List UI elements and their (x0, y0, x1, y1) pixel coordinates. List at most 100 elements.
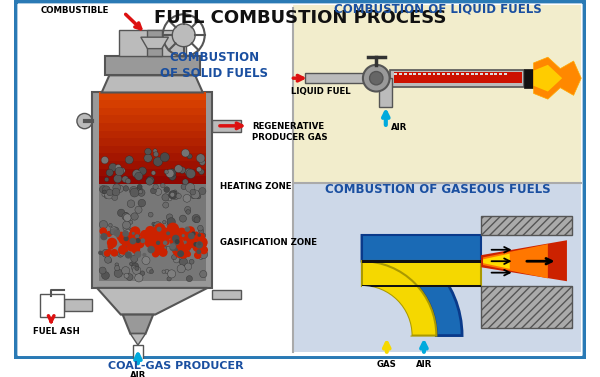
Circle shape (148, 212, 153, 217)
Circle shape (134, 172, 143, 180)
Circle shape (137, 184, 142, 189)
Bar (470, 74, 473, 75)
Circle shape (149, 270, 154, 273)
Circle shape (185, 206, 191, 213)
Circle shape (197, 233, 205, 240)
Text: COMBUSTIBLE: COMBUSTIBLE (41, 6, 109, 15)
Circle shape (130, 226, 140, 237)
Circle shape (130, 188, 139, 197)
Circle shape (122, 176, 128, 182)
Circle shape (169, 173, 176, 180)
Circle shape (115, 263, 119, 267)
Circle shape (126, 274, 133, 280)
Bar (394, 74, 397, 75)
Circle shape (128, 220, 133, 224)
Bar (99, 184, 206, 281)
Circle shape (180, 230, 187, 237)
Bar (457, 74, 459, 75)
Circle shape (124, 230, 131, 236)
Circle shape (167, 222, 172, 228)
Circle shape (154, 245, 161, 252)
Bar (293, 5, 581, 183)
Bar (104, 56, 200, 75)
Circle shape (122, 267, 130, 275)
Circle shape (148, 236, 157, 246)
Circle shape (163, 221, 166, 224)
Circle shape (154, 152, 158, 157)
Bar (461, 74, 464, 75)
Circle shape (176, 193, 181, 199)
Circle shape (106, 249, 112, 254)
Circle shape (193, 242, 203, 252)
Bar (481, 216, 572, 236)
Circle shape (187, 154, 192, 159)
Circle shape (104, 190, 114, 199)
Circle shape (197, 242, 202, 245)
Circle shape (157, 248, 163, 254)
Bar (423, 74, 426, 75)
Circle shape (125, 178, 131, 184)
Circle shape (176, 228, 187, 239)
Circle shape (127, 217, 130, 221)
Bar (399, 74, 402, 75)
Circle shape (120, 251, 124, 256)
Circle shape (190, 189, 196, 195)
Circle shape (162, 194, 169, 201)
Circle shape (152, 250, 160, 257)
Circle shape (165, 240, 172, 247)
Circle shape (136, 187, 143, 194)
Circle shape (134, 238, 143, 248)
Bar (99, 108, 206, 115)
Circle shape (196, 194, 201, 199)
Circle shape (142, 253, 146, 257)
Circle shape (148, 246, 155, 253)
Circle shape (119, 168, 125, 173)
Bar (389, 70, 524, 87)
Circle shape (124, 214, 131, 222)
Bar (362, 261, 481, 286)
Circle shape (130, 186, 138, 195)
Circle shape (133, 266, 141, 274)
Circle shape (134, 238, 145, 248)
Bar (99, 161, 206, 169)
Circle shape (106, 169, 113, 176)
Circle shape (185, 251, 191, 257)
Circle shape (363, 65, 389, 92)
Circle shape (177, 265, 185, 273)
Circle shape (169, 190, 177, 199)
Bar (99, 138, 206, 146)
Circle shape (139, 167, 146, 175)
Circle shape (99, 251, 103, 255)
Circle shape (165, 269, 169, 274)
Circle shape (100, 227, 107, 235)
Circle shape (157, 235, 168, 246)
Bar (99, 176, 206, 184)
Circle shape (155, 227, 164, 237)
Circle shape (113, 175, 122, 183)
Circle shape (99, 267, 106, 274)
Circle shape (124, 230, 129, 235)
Circle shape (173, 257, 179, 263)
Text: HEATING ZONE: HEATING ZONE (220, 182, 292, 192)
Circle shape (163, 241, 167, 245)
Circle shape (156, 227, 169, 240)
Circle shape (149, 228, 154, 233)
Circle shape (183, 195, 191, 202)
Circle shape (156, 242, 165, 250)
Bar (404, 74, 407, 75)
Circle shape (140, 271, 145, 276)
Circle shape (135, 274, 143, 282)
Circle shape (123, 186, 128, 191)
Bar (64, 299, 92, 311)
Circle shape (196, 249, 201, 254)
Circle shape (123, 224, 130, 231)
Circle shape (168, 169, 176, 177)
Circle shape (157, 227, 170, 241)
Circle shape (171, 243, 175, 247)
Circle shape (141, 230, 154, 243)
Circle shape (104, 250, 110, 257)
Bar (442, 74, 445, 75)
Circle shape (111, 227, 119, 235)
Circle shape (146, 178, 154, 185)
Wedge shape (362, 286, 412, 336)
